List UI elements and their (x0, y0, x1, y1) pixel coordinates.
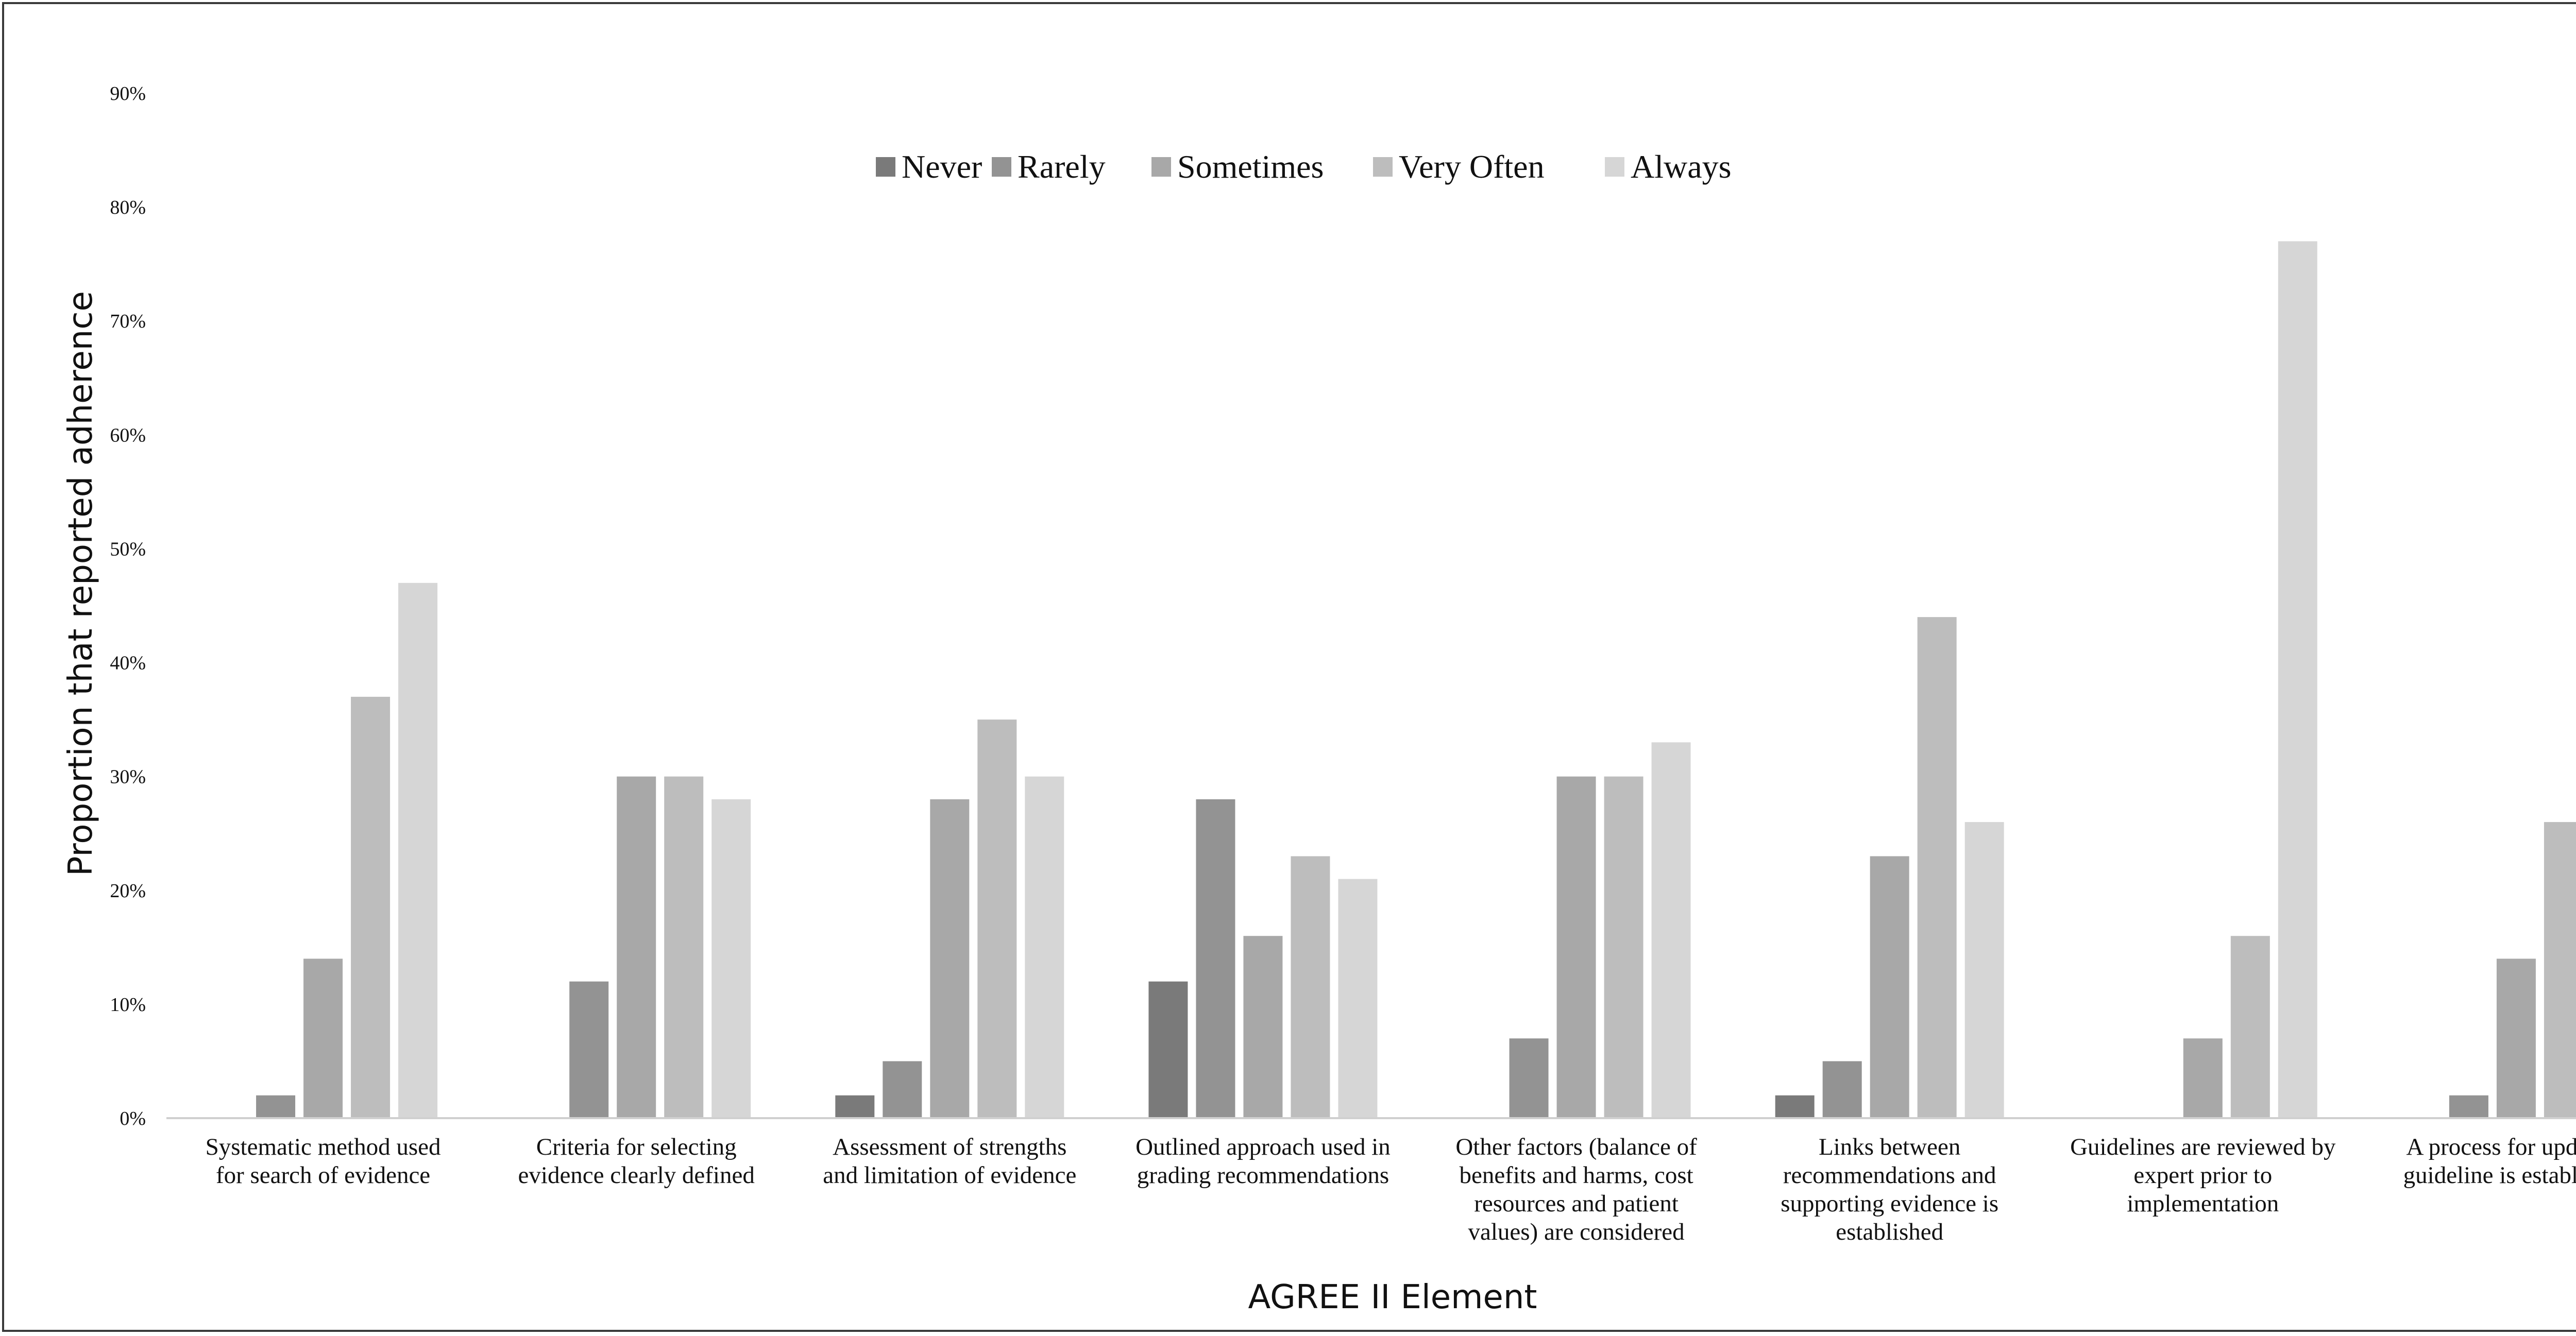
bar (617, 776, 656, 1118)
x-category-label: Guidelines are reviewed by expert prior t… (2070, 1134, 2336, 1217)
bar (1917, 617, 1957, 1118)
x-category-label: Criteria for selecting evidence clearly d… (518, 1134, 755, 1189)
y-tick-label: 80% (110, 197, 146, 218)
bar (256, 1095, 296, 1118)
bar (1243, 936, 1283, 1118)
x-category-label: Other factors (balance of benefits and ha… (1455, 1134, 1697, 1245)
bar (1338, 879, 1378, 1118)
bar (1964, 822, 2004, 1118)
bar (569, 981, 609, 1118)
x-axis-category-labels: Systematic method used for search of evid… (206, 1134, 2576, 1245)
legend-label: Always (1631, 148, 1732, 185)
bar (2496, 958, 2536, 1118)
bar (398, 583, 438, 1118)
bar (1651, 742, 1691, 1118)
bar (1148, 981, 1188, 1118)
bar (2544, 822, 2576, 1118)
x-category-label: Systematic method used for search of evid… (206, 1134, 441, 1189)
bar (711, 799, 751, 1118)
bar (1822, 1061, 1862, 1118)
x-category-label: Links between recommendations and supporti… (1781, 1134, 1998, 1245)
legend-label: Very Often (1399, 148, 1545, 185)
legend-label: Never (902, 148, 982, 185)
y-tick-label: 10% (110, 994, 146, 1016)
y-tick-label: 70% (110, 311, 146, 332)
legend-swatch (1605, 157, 1624, 177)
x-axis-title: AGREE II Element (1248, 1278, 1537, 1316)
legend-swatch (1151, 157, 1171, 177)
y-tick-label: 20% (110, 880, 146, 902)
y-tick-label: 40% (110, 653, 146, 674)
bar (1509, 1038, 1549, 1118)
bar (1556, 776, 1596, 1118)
y-axis-ticks: 0% 10% 20% 30% 40% 50% 60% 70% 80% 90% (110, 83, 146, 1129)
bar (664, 776, 704, 1118)
bar (977, 720, 1017, 1118)
legend-swatch (992, 157, 1011, 177)
bar (930, 799, 970, 1118)
bar (303, 958, 343, 1118)
bar (1870, 856, 1909, 1118)
legend-label: Rarely (1018, 148, 1106, 185)
bar (883, 1061, 922, 1118)
bar (835, 1095, 875, 1118)
y-tick-label: 50% (110, 538, 146, 560)
legend-swatch (876, 157, 895, 177)
y-tick-label: 0% (120, 1108, 146, 1129)
bar (351, 696, 391, 1118)
bar (2449, 1095, 2488, 1118)
bar (2278, 241, 2317, 1118)
bar (2230, 936, 2270, 1118)
bar (1775, 1095, 1815, 1118)
bar (1604, 776, 1643, 1118)
legend-swatch (1373, 157, 1393, 177)
y-tick-label: 90% (110, 83, 146, 105)
y-axis-title: Proportion that reported adherence (62, 291, 100, 876)
legend-label: Sometimes (1177, 148, 1324, 185)
y-tick-label: 30% (110, 766, 146, 788)
y-tick-label: 60% (110, 424, 146, 446)
legend: Never Rarely Sometimes Very Often Always (876, 148, 1732, 185)
x-category-label: A process for updatingguideline is estab… (2403, 1134, 2576, 1189)
bar (1291, 856, 1330, 1118)
bar-chart: 0% 10% 20% 30% 40% 50% 60% 70% 80% 90% Systematic… (62, 83, 2576, 1316)
x-category-label: Outlined approach used in grading recomme… (1136, 1134, 1391, 1189)
x-category-label: Assessment of strengths and limitation of… (823, 1134, 1076, 1189)
bar (1196, 799, 1235, 1118)
bar (1025, 776, 1064, 1118)
bar (2183, 1038, 2223, 1118)
bars (256, 241, 2576, 1118)
